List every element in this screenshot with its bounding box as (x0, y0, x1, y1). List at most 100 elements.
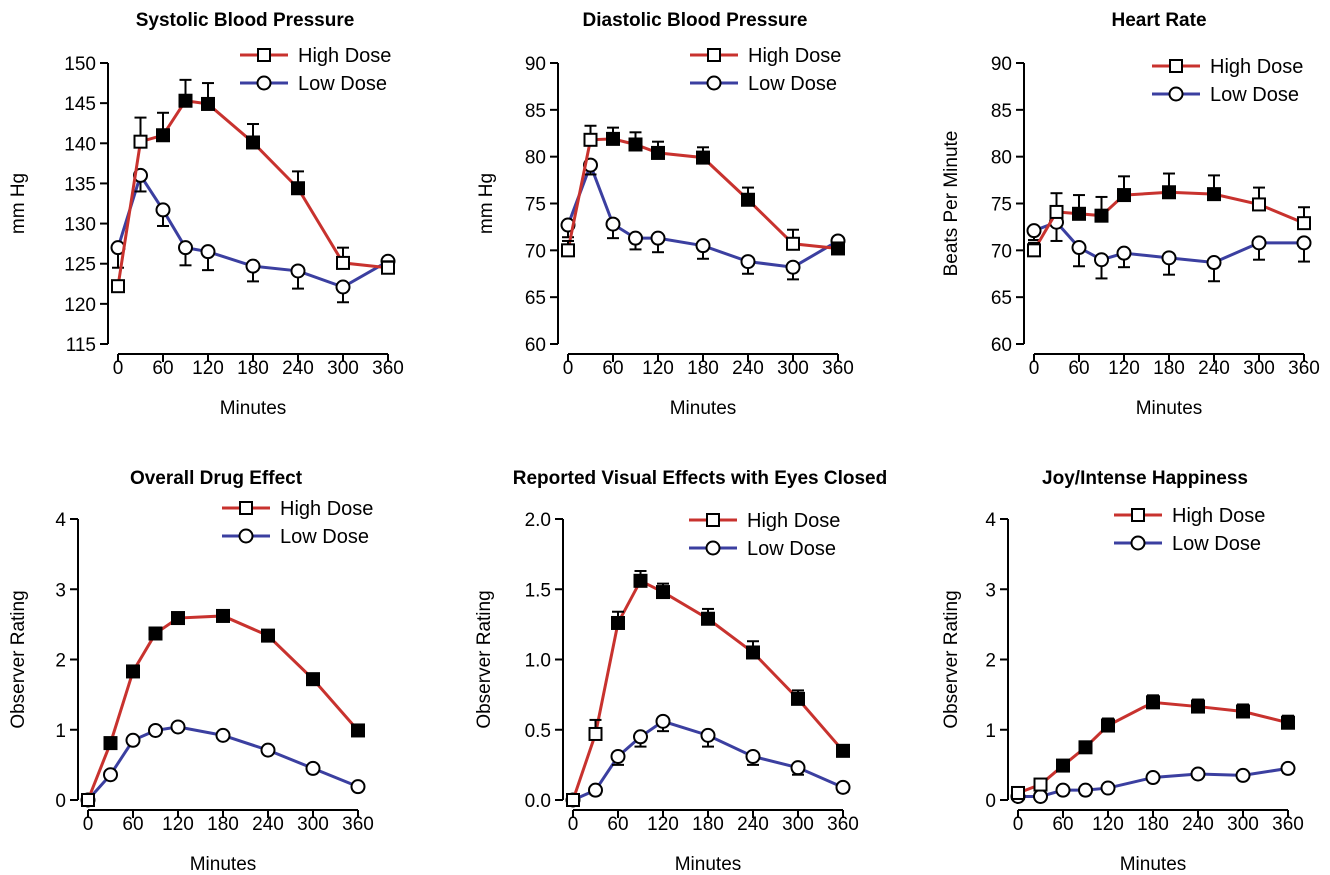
data-point (200, 244, 216, 260)
data-point (701, 611, 715, 626)
data-point (1252, 197, 1266, 212)
x-tick-label: 300 (777, 358, 809, 379)
y-axis-label: Observer Rating (474, 590, 495, 728)
x-tick-label: 300 (782, 814, 814, 835)
data-point (561, 243, 575, 258)
data-point (831, 241, 845, 256)
data-point (1071, 240, 1087, 256)
data-point (656, 585, 670, 600)
data-point (260, 742, 276, 758)
x-tick-label: 0 (563, 358, 574, 379)
data-point (170, 719, 186, 735)
data-point (1094, 208, 1109, 223)
data-point (633, 729, 648, 745)
legend-marker (239, 501, 253, 515)
data-point (351, 723, 365, 738)
data-point (1011, 785, 1025, 800)
y-axis-label: mm Hg (476, 173, 497, 234)
data-point (126, 664, 140, 679)
x-tick-label: 0 (83, 814, 94, 835)
y-tick-label: 0 (55, 791, 66, 812)
x-tick-label: 360 (1288, 358, 1320, 379)
legend-label: High Dose (747, 510, 840, 532)
chart-title: Reported Visual Effects with Eyes Closed (513, 468, 887, 489)
x-tick-label: 0 (113, 358, 124, 379)
data-point (1236, 704, 1250, 719)
legend-label: High Dose (748, 45, 841, 67)
data-point (696, 150, 710, 165)
data-point (1296, 235, 1312, 251)
data-point (103, 736, 118, 751)
y-tick-label: 65 (525, 288, 546, 309)
legend-label: Low Dose (280, 526, 369, 548)
y-tick-label: 2.0 (525, 510, 551, 531)
data-point (695, 238, 711, 254)
legend-label: Low Dose (298, 73, 387, 95)
x-tick-label: 120 (1108, 358, 1140, 379)
x-tick-label: 180 (237, 358, 269, 379)
data-point (651, 145, 665, 160)
legend: High Dose Low Dose (240, 45, 391, 95)
data-point (1026, 223, 1042, 239)
data-point (1101, 718, 1115, 733)
y-tick-label: 0 (985, 791, 996, 812)
data-point (1146, 695, 1160, 710)
x-tick-label: 0 (1013, 814, 1024, 835)
y-tick-label: 120 (64, 295, 96, 316)
x-tick-label: 360 (342, 814, 374, 835)
x-tick-label: 60 (602, 358, 623, 379)
x-tick-label: 240 (1198, 358, 1230, 379)
x-axis-label: Minutes (190, 854, 257, 875)
x-tick-label: 180 (687, 358, 719, 379)
y-tick-label: 80 (991, 148, 1012, 169)
legend-marker (1130, 535, 1146, 551)
legend-marker (707, 48, 721, 62)
y-tick-label: 0.5 (525, 721, 551, 742)
data-point (133, 134, 148, 149)
x-tick-label: 360 (1272, 814, 1304, 835)
data-point (1145, 770, 1161, 786)
legend-label: High Dose (1210, 56, 1303, 78)
chart-panel-6: Joy/Intense Happiness 0 1 2 3 4 0 60 120 180 240 30… (941, 468, 1304, 875)
legend: High Dose Low Dose (222, 498, 373, 548)
chart-panel-4: Overall Drug Effect 0 1 2 3 4 0 60 120 180 240 300 3… (8, 468, 374, 875)
chart-title: Heart Rate (1111, 10, 1206, 31)
x-tick-label: 60 (607, 814, 628, 835)
legend-marker (256, 75, 272, 91)
data-point (650, 230, 666, 246)
y-tick-label: 1.0 (525, 651, 551, 672)
data-point (628, 137, 643, 152)
y-tick-label: 1 (985, 721, 996, 742)
data-point (148, 626, 163, 641)
chart-panel-5: Reported Visual Effects with Eyes Closed… (474, 468, 887, 875)
data-point (103, 767, 118, 783)
legend: High Dose Low Dose (1114, 505, 1265, 555)
x-axis-label: Minutes (670, 398, 737, 419)
y-tick-label: 90 (525, 54, 546, 75)
data-point (610, 748, 626, 764)
legend-label: High Dose (1172, 505, 1265, 527)
series-low-dose (565, 713, 851, 808)
y-tick-label: 85 (991, 101, 1012, 122)
data-point (628, 230, 643, 246)
legend-marker (706, 513, 720, 527)
data-point (1056, 758, 1070, 773)
data-point (381, 260, 395, 275)
x-tick-label: 180 (1137, 814, 1169, 835)
x-axis-label: Minutes (1120, 854, 1187, 875)
x-tick-label: 180 (692, 814, 724, 835)
data-point (1206, 255, 1222, 271)
data-point (1033, 777, 1048, 792)
chart-title: Joy/Intense Happiness (1042, 468, 1248, 489)
data-point (245, 258, 261, 274)
data-point (1078, 782, 1093, 798)
y-tick-label: 135 (64, 174, 96, 195)
data-point (745, 748, 761, 764)
x-tick-label: 360 (827, 814, 859, 835)
data-point (1281, 715, 1295, 730)
chart-title: Systolic Blood Pressure (136, 10, 355, 31)
x-tick-label: 180 (207, 814, 239, 835)
series-low-dose (1010, 760, 1296, 804)
y-tick-label: 125 (64, 255, 96, 276)
